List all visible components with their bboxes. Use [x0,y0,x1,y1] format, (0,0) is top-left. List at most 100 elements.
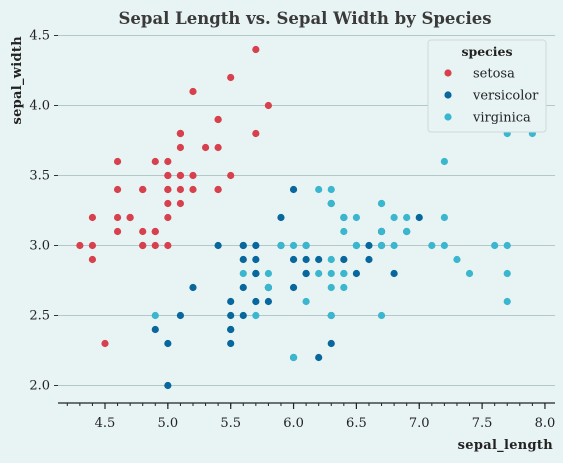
setosa-point [113,227,122,236]
x-tick-label: 7.5 [472,416,493,431]
virginica-point [390,213,398,222]
legend: species setosa versicolor virginica [427,39,547,133]
setosa-point [113,213,122,222]
versicolor-point [164,381,172,390]
setosa-point [214,185,222,194]
x-tick-label: 5.0 [158,416,179,431]
setosa-point [113,157,122,166]
setosa-point [176,129,185,138]
versicolor-point [227,339,235,348]
versicolor-point [227,311,235,320]
y-tick-label: 2.0 [29,379,50,394]
setosa-point [151,241,159,250]
virginica-point [302,297,310,306]
x-tick-label: 4.5 [95,416,116,431]
virginica-point [264,283,273,292]
virginica-point [327,185,335,194]
x-tick-label: 8.0 [535,416,556,431]
versicolor-point [252,297,260,306]
virginica-point [428,241,436,250]
versicolor-point [352,269,360,278]
virginica-point [151,311,159,320]
setosa-point [189,171,197,180]
setosa-point [88,213,97,222]
setosa-point [189,87,197,96]
setosa-point [139,241,147,250]
setosa-point [76,241,84,250]
versicolor-point [176,311,185,320]
setosa-point [164,213,172,222]
versicolor-point [390,269,398,278]
setosa-point [176,171,185,180]
legend-title: species [461,44,512,59]
setosa-point [201,143,210,152]
virginica-point [277,241,285,250]
legend-label-setosa: setosa [473,67,515,82]
virginica-point [377,311,386,320]
y-tick-label: 2.5 [29,309,50,324]
virginica-point [377,227,386,236]
virginica-point [327,269,335,278]
legend-marker-virginica [444,113,452,121]
versicolor-point [239,241,247,250]
setosa-point [176,185,185,194]
x-tick-label: 6.5 [346,416,367,431]
versicolor-point [239,283,247,292]
legend-box [427,39,547,133]
versicolor-point [239,255,247,264]
setosa-point [139,185,147,194]
setosa-point [126,213,134,222]
versicolor-point [227,325,235,334]
setosa-point [227,73,235,82]
virginica-point [327,311,335,320]
y-tick-label: 4.0 [29,99,50,114]
series-virginica [151,129,536,362]
virginica-point [340,227,348,236]
virginica-point [239,269,247,278]
legend-label-versicolor: versicolor [472,89,539,104]
virginica-point [503,269,511,278]
virginica-point [440,213,448,222]
x-axis-title: sepal_length [458,438,554,453]
x-tick-label: 5.5 [220,416,241,431]
versicolor-point [151,325,159,334]
versicolor-point [289,185,298,194]
versicolor-point [239,311,247,320]
setosa-point [264,101,273,110]
setosa-point [164,241,172,250]
setosa-point [214,143,222,152]
setosa-point [151,157,159,166]
virginica-point [491,241,499,250]
virginica-point [377,199,386,208]
y-tick-label: 3.5 [29,169,50,184]
legend-marker-versicolor [444,91,452,99]
setosa-point [101,339,109,348]
x-tick-label: 6.0 [283,416,304,431]
virginica-point [315,269,323,278]
setosa-point [164,185,172,194]
virginica-point [352,241,360,250]
virginica-point [264,269,273,278]
versicolor-point [227,297,235,306]
virginica-point [453,255,461,264]
versicolor-point [327,339,335,348]
virginica-point [403,213,411,222]
setosa-point [227,171,235,180]
virginica-point [340,213,348,222]
setosa-point [88,255,97,264]
versicolor-point [315,255,323,264]
versicolor-point [365,255,373,264]
virginica-point [352,213,360,222]
versicolor-point [289,255,298,264]
virginica-point [327,199,335,208]
setosa-point [164,199,172,208]
versicolor-point [252,255,260,264]
setosa-point [176,143,185,152]
setosa-point [164,171,172,180]
virginica-point [390,241,398,250]
virginica-point [252,311,260,320]
versicolor-point [164,339,172,348]
versicolor-point [277,213,285,222]
versicolor-point [189,283,197,292]
